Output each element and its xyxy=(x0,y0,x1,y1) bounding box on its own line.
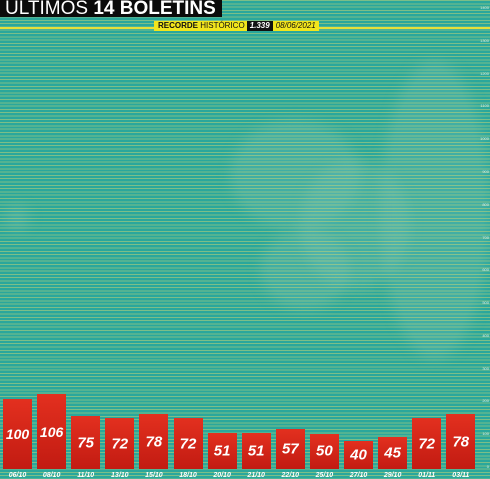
x-tick-label: 21/10 xyxy=(247,472,265,479)
bar-value-label: 50 xyxy=(316,442,333,460)
bar: 106 xyxy=(37,394,67,469)
y-tick-label: 500 xyxy=(482,300,489,306)
page-title: ÚLTIMOS 14 BOLETINS xyxy=(0,0,222,17)
bar-value-label: 40 xyxy=(350,446,367,464)
bar: 51 xyxy=(241,433,271,469)
bar: 75 xyxy=(71,416,101,469)
bar: 78 xyxy=(139,414,169,469)
bar: 45 xyxy=(378,437,408,469)
bar: 72 xyxy=(412,418,442,469)
x-tick-label: 27/10 xyxy=(349,472,368,479)
x-tick-label: 22/10 xyxy=(281,472,300,479)
bar-value-label: 45 xyxy=(384,444,401,462)
bar-value-label: 106 xyxy=(39,423,64,440)
bar: 100 xyxy=(3,398,32,469)
bar: 57 xyxy=(275,428,305,469)
title-prefix: ÚLTIMOS xyxy=(5,0,89,17)
y-tick-label: 300 xyxy=(482,365,489,371)
record-label-bold: RECORDE xyxy=(158,21,199,30)
y-tick-label: 1200 xyxy=(480,70,489,76)
y-tick-label: 100 xyxy=(482,431,489,437)
title-bold: 14 BOLETINS xyxy=(93,0,216,17)
record-date: 08/06/2021 xyxy=(272,21,319,31)
x-tick-label: 03/11 xyxy=(452,472,470,479)
y-tick-label: 0 xyxy=(486,464,489,469)
bar-value-label: 57 xyxy=(281,440,299,458)
record-label-rest: HISTÓRICO xyxy=(198,21,245,30)
bar-value-label: 78 xyxy=(145,433,163,450)
x-tick-label: 01/11 xyxy=(418,472,436,479)
x-tick-label: 29/10 xyxy=(383,472,402,479)
y-tick-label: 1100 xyxy=(480,103,489,109)
bar-value-label: 51 xyxy=(247,442,265,460)
bar-value-label: 72 xyxy=(179,435,197,453)
bar: 51 xyxy=(207,433,237,469)
x-tick-label: 11/10 xyxy=(77,472,95,479)
x-tick-label: 06/10 xyxy=(8,472,27,479)
y-tick-label: 1400 xyxy=(480,5,489,10)
y-tick-label: 700 xyxy=(482,234,489,240)
y-tick-label: 200 xyxy=(482,398,489,404)
bar: 72 xyxy=(105,418,135,469)
bar-value-label: 51 xyxy=(213,442,231,460)
bar-value-label: 75 xyxy=(77,434,95,452)
y-tick-label: 600 xyxy=(482,267,489,273)
x-tick-label: 20/10 xyxy=(213,472,231,479)
record-badge: RECORDE HISTÓRICO 1.339 08/06/2021 xyxy=(154,21,319,31)
bar: 72 xyxy=(173,418,203,469)
y-tick-label: 1000 xyxy=(480,136,489,142)
x-tick-label: 18/10 xyxy=(179,472,197,479)
bar-value-label: 100 xyxy=(5,425,30,442)
bar: 40 xyxy=(344,440,373,469)
y-tick-label: 400 xyxy=(482,332,489,338)
x-tick-label: 08/10 xyxy=(42,472,61,479)
bar-value-label: 72 xyxy=(418,435,436,453)
bar: 50 xyxy=(309,433,339,469)
x-tick-label: 13/10 xyxy=(111,472,129,479)
x-tick-label: 25/10 xyxy=(315,472,334,479)
y-tick-label: 900 xyxy=(482,168,489,174)
bar-value-label: 72 xyxy=(111,435,129,453)
y-tick-label: 800 xyxy=(482,201,489,207)
bar: 78 xyxy=(446,414,476,469)
bar-value-label: 78 xyxy=(452,433,470,450)
record-label: RECORDE HISTÓRICO xyxy=(154,21,247,31)
record-value: 1.339 xyxy=(246,21,273,31)
y-tick-label: 1300 xyxy=(480,37,489,43)
x-tick-label: 15/10 xyxy=(145,472,163,479)
